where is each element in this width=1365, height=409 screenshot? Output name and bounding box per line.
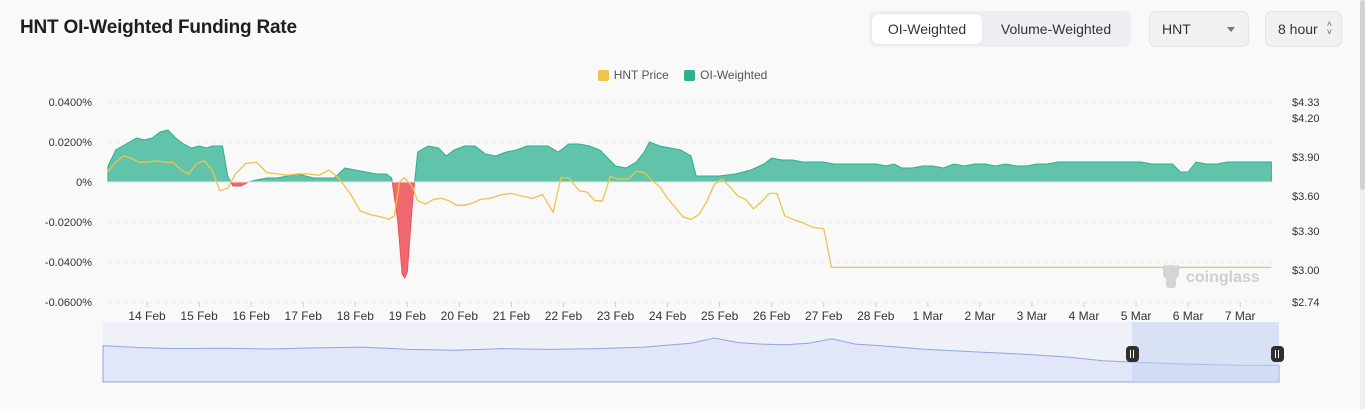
- y-right-tick-label: $2.74: [1292, 297, 1320, 309]
- x-tick-label: 23 Feb: [597, 309, 635, 323]
- x-tick-label: 7 Mar: [1225, 309, 1256, 323]
- y-axis-left: 0.0400% 0.0200% 0% -0.0200% -0.0400% -0.0600%: [45, 97, 92, 309]
- legend-label-oi: OI-Weighted: [700, 68, 768, 82]
- tab-volume-weighted[interactable]: Volume-Weighted: [1000, 21, 1112, 37]
- interval-select-value: 8 hour: [1278, 21, 1318, 37]
- x-tick-label: 1 Mar: [913, 309, 944, 323]
- range-navigator[interactable]: [102, 322, 1284, 383]
- chart-legend: HNT Price OI-Weighted: [0, 68, 1365, 84]
- x-tick-label: 4 Mar: [1069, 309, 1100, 323]
- y-left-tick-label: -0.0200%: [45, 217, 92, 229]
- coinglass-logo-icon: [1162, 265, 1180, 288]
- oi-positive-area: [107, 129, 1272, 183]
- y-right-tick-label: $3.60: [1292, 191, 1320, 203]
- x-tick-label: 20 Feb: [441, 309, 479, 323]
- x-tick-label: 22 Feb: [545, 309, 583, 323]
- x-tick-label: 25 Feb: [701, 309, 739, 323]
- x-tick-label: 6 Mar: [1173, 309, 1204, 323]
- x-axis: 14 Feb 15 Feb 16 Feb 17 Feb 18 Feb 19 Feb 20 F…: [128, 302, 1256, 323]
- x-tick-label: 27 Feb: [805, 309, 843, 323]
- navigator-handle-icon[interactable]: [1126, 346, 1139, 362]
- x-tick-label: 2 Mar: [965, 309, 996, 323]
- x-tick-label: 17 Feb: [285, 309, 323, 323]
- x-tick-label: 19 Feb: [389, 309, 427, 323]
- navigator-selection[interactable]: [1132, 322, 1279, 382]
- grid-lines: [108, 101, 1274, 303]
- page-title: HNT OI-Weighted Funding Rate: [20, 17, 297, 38]
- x-tick-label: 28 Feb: [857, 309, 895, 323]
- series-areas: [107, 129, 1274, 280]
- page-scrollbar[interactable]: [1360, 0, 1365, 409]
- y-right-tick-label: $3.00: [1292, 265, 1320, 277]
- interval-select[interactable]: 8 hour ˄ ˅: [1265, 11, 1342, 47]
- y-right-tick-label: $3.90: [1292, 152, 1320, 164]
- legend-item-oi[interactable]: OI-Weighted: [684, 68, 767, 82]
- legend-item-price[interactable]: HNT Price: [597, 68, 669, 82]
- x-tick-label: 26 Feb: [753, 309, 791, 323]
- legend-label-price: HNT Price: [613, 68, 669, 82]
- legend-swatch-price: [597, 69, 609, 81]
- series-price: [107, 154, 1272, 269]
- y-left-tick-label: -0.0600%: [45, 297, 92, 309]
- x-tick-label: 14 Feb: [128, 309, 166, 323]
- x-tick-label: 21 Feb: [493, 309, 531, 323]
- y-left-tick-label: -0.0400%: [45, 257, 92, 269]
- watermark-text: coinglass: [1186, 269, 1260, 286]
- x-tick-label: 16 Feb: [232, 309, 270, 323]
- x-tick-label: 5 Mar: [1121, 309, 1152, 323]
- y-right-tick-label: $4.20: [1292, 113, 1320, 125]
- watermark: coinglass: [1162, 265, 1260, 288]
- y-left-tick-label: 0.0200%: [49, 137, 93, 149]
- oi-negative-area: [108, 181, 1272, 280]
- x-tick-label: 18 Feb: [337, 309, 375, 323]
- y-left-tick-label: 0%: [76, 177, 92, 189]
- chevron-down-icon: [1227, 27, 1235, 32]
- price-line: [107, 154, 1272, 269]
- legend-swatch-oi: [684, 69, 696, 81]
- symbol-select-value: HNT: [1162, 21, 1191, 37]
- y-left-tick-label: 0.0400%: [49, 97, 93, 109]
- page-scrollbar-thumb[interactable]: [1360, 0, 1365, 190]
- x-tick-label: 15 Feb: [180, 309, 218, 323]
- updown-chevron-icon: ˄ ˅: [1326, 19, 1332, 37]
- y-axis-right: $4.33 $4.20 $3.90 $3.60 $3.30 $3.00 $2.74: [1292, 97, 1320, 309]
- weighting-toggle: OI-Weighted Volume-Weighted: [869, 11, 1131, 47]
- navigator-handle-icon[interactable]: [1271, 346, 1284, 362]
- y-right-tick-label: $4.33: [1292, 97, 1320, 109]
- x-tick-label: 24 Feb: [649, 309, 687, 323]
- symbol-select[interactable]: HNT: [1149, 11, 1249, 47]
- tab-oi-weighted[interactable]: OI-Weighted: [872, 14, 982, 44]
- y-right-tick-label: $3.30: [1292, 226, 1320, 238]
- x-tick-label: 3 Mar: [1017, 309, 1048, 323]
